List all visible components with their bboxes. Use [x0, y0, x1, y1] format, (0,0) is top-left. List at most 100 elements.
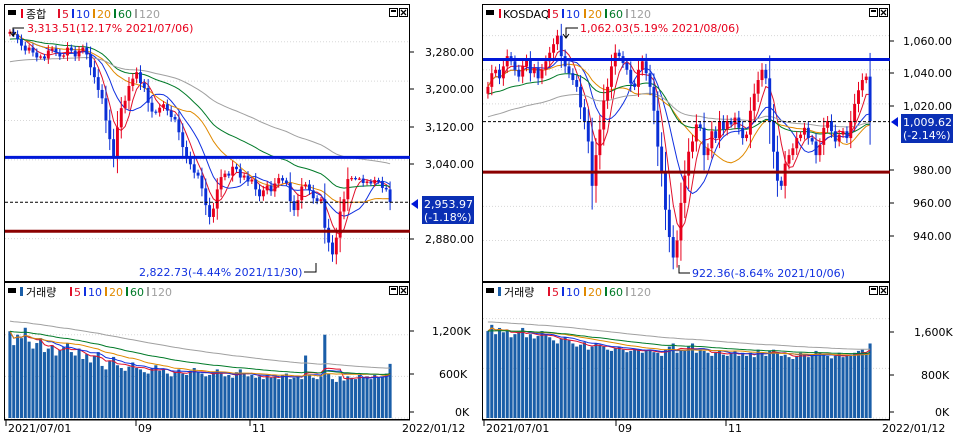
volume-bar: [257, 376, 262, 418]
ma-line: [487, 73, 871, 135]
candle-body: [43, 56, 46, 59]
candle-body: [31, 47, 35, 53]
candle-body: [652, 86, 656, 111]
volume-bar: [292, 377, 296, 418]
candle-body: [100, 89, 104, 99]
candle-body: [377, 180, 381, 182]
candle-body: [46, 50, 50, 59]
candle-body: [215, 189, 219, 209]
volume-bar: [169, 376, 173, 418]
volume-bar: [231, 377, 235, 418]
right-volume-window-buttons: [869, 286, 888, 295]
candle-body: [637, 69, 640, 87]
volume-bar: [281, 374, 285, 418]
candle-body: [679, 202, 683, 241]
candle-body: [380, 181, 384, 188]
candle-body: [802, 127, 806, 135]
candle-body: [552, 44, 556, 53]
volume-bar: [123, 370, 127, 418]
candle-body: [354, 178, 357, 180]
volume-bar: [46, 348, 50, 418]
volume-bar: [188, 370, 192, 418]
volume-bar: [238, 369, 242, 418]
volume-bar: [667, 346, 671, 418]
volume-bar: [694, 352, 698, 418]
right-xtick-end: 2022/01/12: [882, 422, 945, 435]
ma-line: [9, 56, 391, 165]
right-xtick-start: 2021/07/01: [486, 422, 549, 435]
candle-body: [656, 110, 660, 147]
volume-bar: [544, 334, 548, 418]
candle-body: [590, 141, 594, 186]
volume-bar: [65, 343, 70, 418]
candle-body: [501, 66, 505, 79]
right-high-label: 1,062.03(5.19% 2021/08/06): [580, 22, 739, 35]
volume-bar: [304, 355, 308, 418]
volume-bar: [161, 369, 166, 418]
candle-body: [254, 179, 258, 190]
candle-body: [154, 111, 158, 113]
candle-body: [837, 134, 841, 142]
candle-body: [62, 55, 66, 57]
right-xtick-nov: 11: [728, 422, 742, 435]
volume-bar: [860, 349, 864, 418]
maximize-icon[interactable]: [869, 286, 878, 295]
volume-bar: [388, 363, 392, 418]
maximize-icon[interactable]: [389, 8, 398, 17]
candle-body: [772, 120, 776, 152]
volume-bar: [849, 355, 853, 418]
left-last-change: (-1.18%): [424, 211, 472, 224]
volume-bar: [806, 357, 810, 418]
volume-bar: [342, 380, 346, 418]
candle-body: [96, 77, 100, 90]
right-legend-ma20: 20: [588, 8, 602, 21]
volume-bar: [497, 327, 502, 418]
candle-body: [304, 184, 308, 187]
volume-bar: [196, 372, 200, 418]
candle-body: [602, 100, 606, 130]
candle-body: [791, 148, 795, 156]
maximize-icon[interactable]: [869, 8, 878, 17]
candle-body: [675, 240, 679, 258]
candle-body: [571, 73, 575, 81]
candle-body: [853, 103, 857, 121]
candle-body: [89, 54, 93, 68]
right-vol-legend-ma120: 120: [630, 286, 651, 299]
volume-bar: [50, 345, 54, 418]
volume-bar: [104, 369, 108, 418]
candle-body: [188, 156, 192, 165]
volume-bar: [868, 343, 872, 418]
volume-bar: [254, 377, 258, 418]
volume-bar: [501, 332, 505, 418]
volume-bar: [39, 338, 43, 418]
candle-body: [92, 67, 96, 78]
left-vol-ytick: 1,200K: [432, 325, 471, 338]
volume-bar: [833, 355, 837, 418]
right-volume-legend: 거래량 5 10 20 60 120: [486, 286, 651, 299]
candle-body: [822, 127, 826, 145]
volume-bar: [177, 369, 181, 418]
candle-body: [764, 69, 768, 79]
volume-bar: [802, 354, 806, 418]
right-last-change: (-2.14%): [903, 129, 951, 142]
candle-body: [269, 185, 273, 192]
volume-bar: [108, 361, 112, 418]
candle-body: [548, 52, 552, 62]
maximize-icon[interactable]: [389, 286, 398, 295]
left-xaxis: 2021/07/01 09 11 2022/01/12: [4, 419, 465, 435]
volume-bar: [146, 373, 150, 418]
right-vol-legend-ma20: 20: [588, 286, 602, 299]
volume-bar: [826, 355, 830, 418]
right-price-yaxis: 1,060.00 1,040.00 1,020.00 980.00 960.00…: [889, 35, 952, 243]
right-legend-ma10: 10: [566, 8, 580, 21]
volume-bar: [841, 357, 845, 418]
volume-bar: [380, 376, 384, 418]
volume-bar: [265, 374, 269, 418]
left-vol-ytick: 600K: [439, 368, 468, 381]
volume-bar: [729, 352, 733, 418]
right-ytick: 1,060.00: [903, 35, 952, 48]
candle-body: [58, 52, 62, 57]
volume-bar: [799, 352, 803, 418]
candle-body: [513, 61, 517, 70]
volume-bar: [683, 350, 687, 418]
